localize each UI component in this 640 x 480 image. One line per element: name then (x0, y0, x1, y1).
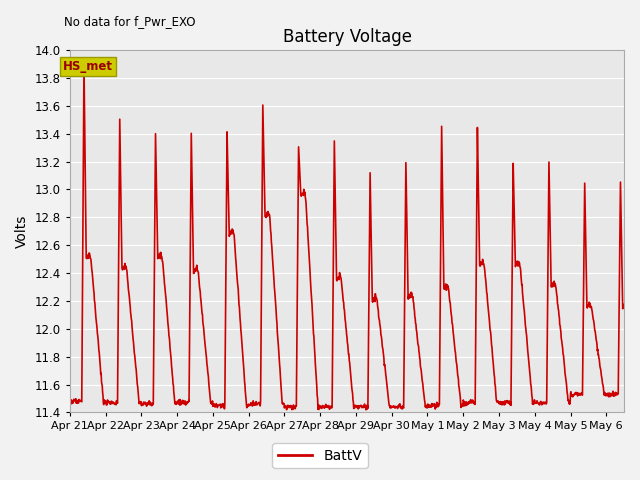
Title: Battery Voltage: Battery Voltage (282, 28, 412, 46)
Y-axis label: Volts: Volts (15, 215, 29, 248)
Legend: BattV: BattV (272, 443, 368, 468)
Text: HS_met: HS_met (63, 60, 113, 73)
Text: No data for f_Pwr_EXO: No data for f_Pwr_EXO (64, 15, 196, 28)
